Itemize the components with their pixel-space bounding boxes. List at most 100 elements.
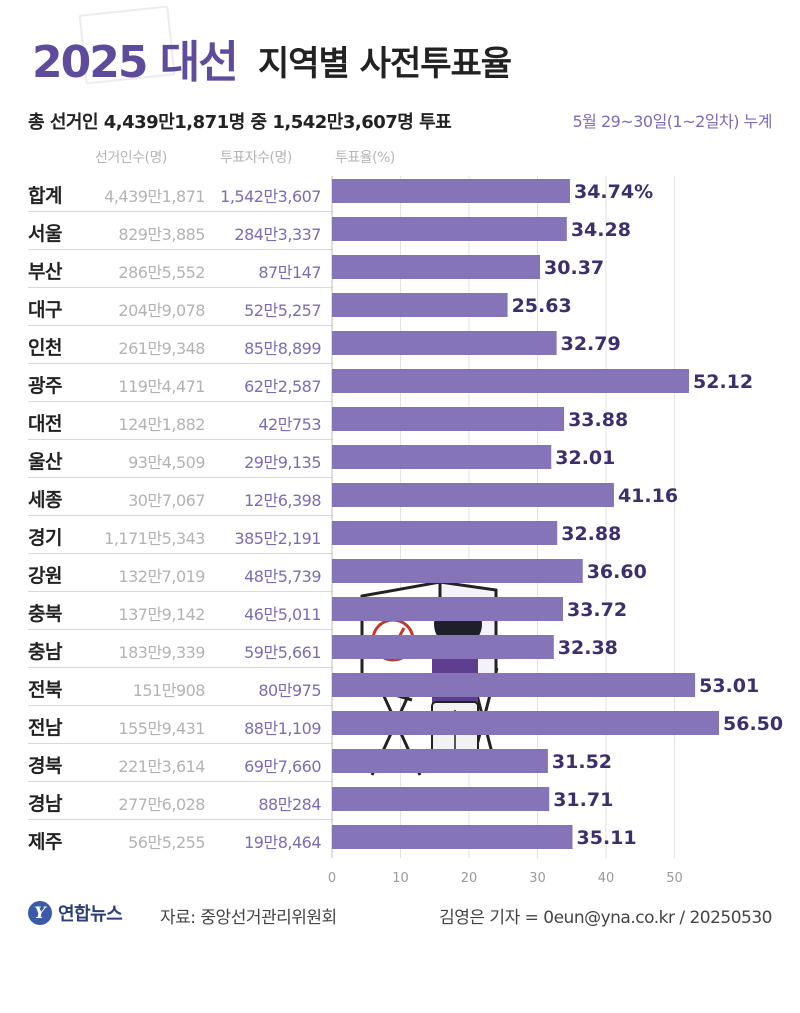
- voters-value: 85만8,899: [244, 339, 321, 358]
- region-label: 제주: [28, 831, 62, 853]
- electors-value: 261만9,348: [118, 339, 205, 358]
- region-label: 대전: [28, 413, 62, 435]
- bar: [332, 749, 548, 773]
- row-divider: [28, 591, 333, 592]
- table-row: 경기 1,171만5,343 385만2,191: [28, 516, 333, 554]
- region-label: 울산: [28, 451, 62, 473]
- voters-value: 87만147: [258, 263, 321, 282]
- region-label: 인천: [28, 337, 62, 359]
- x-tick-label: 10: [392, 871, 409, 886]
- table-row: 대구 204만9,078 52만5,257: [28, 288, 333, 326]
- row-divider: [28, 211, 333, 212]
- voters-value: 69만7,660: [244, 757, 321, 776]
- voters-value: 385만2,191: [234, 529, 321, 548]
- table-row: 전남 155만9,431 88만1,109: [28, 706, 333, 744]
- x-tick-label: 50: [666, 871, 683, 886]
- data-label: 36.60: [587, 561, 647, 583]
- table-row: 부산 286만5,552 87만147: [28, 250, 333, 288]
- x-tick-label: 30: [529, 871, 546, 886]
- data-label: 33.72: [567, 599, 627, 621]
- table-row: 대전 124만1,882 42만753: [28, 402, 333, 440]
- x-tick-label: 20: [461, 871, 478, 886]
- electors-value: 30만7,067: [128, 491, 205, 510]
- data-label: 35.11: [577, 827, 637, 849]
- x-axis-ticks: 0 10 20 30 40 50: [328, 871, 683, 886]
- electors-value: 4,439만1,871: [104, 187, 205, 206]
- title-year: 2025 대선: [32, 37, 239, 88]
- x-tick-label: 40: [598, 871, 615, 886]
- row-divider: [28, 363, 333, 364]
- voters-value: 88만1,109: [244, 719, 321, 738]
- bar: [332, 635, 554, 659]
- table-row: 강원 132만7,019 48만5,739: [28, 554, 333, 592]
- electors-value: 124만1,882: [118, 415, 205, 434]
- row-divider: [28, 325, 333, 326]
- table-row: 충남 183만9,339 59만5,661: [28, 630, 333, 668]
- row-divider: [28, 477, 333, 478]
- data-label: 56.50: [723, 713, 783, 735]
- data-label: 25.63: [512, 295, 572, 317]
- row-divider: [28, 401, 333, 402]
- row-divider: [28, 629, 333, 630]
- voters-value: 46만5,011: [244, 605, 321, 624]
- region-label: 합계: [28, 185, 62, 207]
- summary-text: 총 선거인 4,439만1,871명 중 1,542만3,607명 투표: [28, 112, 452, 133]
- region-label: 세종: [28, 489, 62, 511]
- table-row: 전북 151만908 80만975: [28, 668, 333, 706]
- row-divider: [28, 667, 333, 668]
- data-label: 33.88: [568, 409, 628, 431]
- voters-value: 19만8,464: [244, 833, 321, 852]
- electors-value: 137만9,142: [118, 605, 205, 624]
- data-label: 31.52: [552, 751, 612, 773]
- region-label: 충남: [28, 641, 62, 663]
- voters-value: 59만5,661: [244, 643, 321, 662]
- bar: [332, 179, 570, 203]
- logo-text: 연합뉴스: [58, 904, 123, 925]
- value-labels: 34.74% 34.28 30.37 25.63 32.79 52.12 33.88 32.0…: [512, 181, 784, 849]
- row-divider: [28, 439, 333, 440]
- yonhap-logo: Y 연합뉴스: [28, 900, 123, 926]
- x-tick-label: 0: [328, 871, 336, 886]
- bar: [332, 331, 557, 355]
- col-header-voters: 투표자수(명): [220, 150, 292, 166]
- table-row: 경북 221만3,614 69만7,660: [28, 744, 333, 782]
- region-label: 충북: [28, 603, 62, 625]
- row-divider: [28, 781, 333, 782]
- bar: [332, 787, 550, 811]
- table-row: 경남 277만6,028 88만284: [28, 782, 333, 820]
- voters-value: 80만975: [258, 681, 321, 700]
- bar: [332, 217, 567, 241]
- data-label: 34.28: [571, 219, 631, 241]
- page-title: 지역별 사전투표율: [258, 44, 512, 84]
- bar: [332, 369, 690, 393]
- col-header-rate: 투표율(%): [335, 150, 395, 166]
- region-label: 경남: [28, 793, 62, 815]
- region-label: 전북: [28, 679, 62, 701]
- table-row: 세종 30만7,067 12만6,398: [28, 478, 333, 516]
- col-header-electors: 선거인수(명): [95, 150, 167, 166]
- electors-value: 277만6,028: [118, 795, 205, 814]
- electors-value: 204만9,078: [118, 301, 205, 320]
- data-label: 32.01: [555, 447, 615, 469]
- voters-value: 1,542만3,607: [220, 187, 321, 206]
- row-divider: [28, 553, 333, 554]
- table-row: 충북 137만9,142 46만5,011: [28, 592, 333, 630]
- voters-value: 48만5,739: [244, 567, 321, 586]
- bar: [332, 521, 558, 545]
- row-divider: [28, 515, 333, 516]
- region-label: 서울: [28, 223, 62, 245]
- row-divider: [28, 249, 333, 250]
- row-divider: [28, 743, 333, 744]
- region-label: 부산: [28, 261, 62, 283]
- data-label: 53.01: [699, 675, 759, 697]
- voters-value: 284만3,337: [234, 225, 321, 244]
- bar: [332, 445, 552, 469]
- voters-value: 29만9,135: [244, 453, 321, 472]
- row-divider: [28, 705, 333, 706]
- bar: [332, 483, 614, 507]
- table-row: 합계 4,439만1,871 1,542만3,607: [28, 174, 333, 212]
- bar: [332, 559, 583, 583]
- table-row: 광주 119만4,471 62만2,587: [28, 364, 333, 402]
- voters-value: 88만284: [258, 795, 321, 814]
